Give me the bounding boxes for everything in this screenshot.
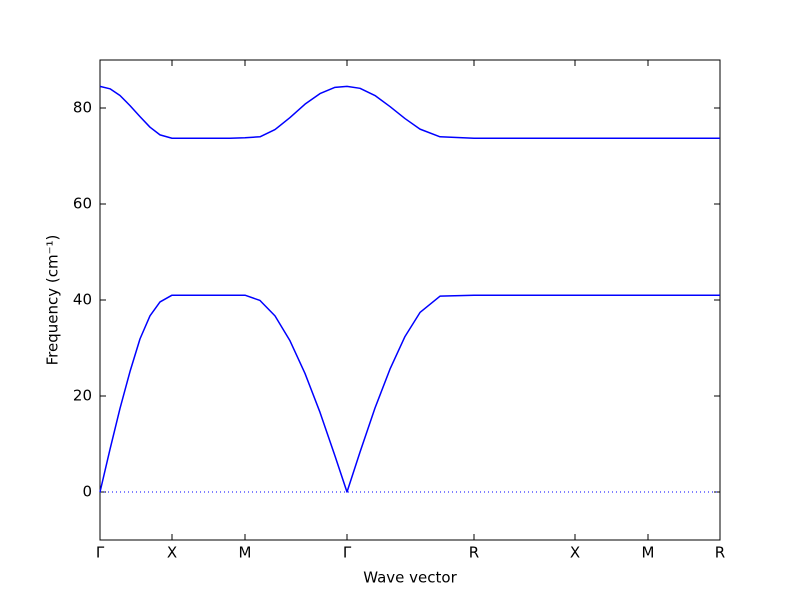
x-tick-label: X — [570, 544, 580, 562]
y-tick-label: 80 — [73, 99, 92, 117]
x-tick-label: Γ — [96, 544, 105, 562]
x-tick-label: X — [167, 544, 177, 562]
plot-frame — [99, 59, 721, 541]
band-line — [99, 85, 720, 139]
x-axis-label: Wave vector — [363, 569, 457, 587]
x-tick-label: R — [715, 544, 725, 562]
band-line — [99, 294, 720, 493]
y-tick-label: 0 — [82, 483, 92, 501]
x-tick-label: M — [642, 544, 655, 562]
x-tick-label: R — [469, 544, 479, 562]
x-tick-label: Γ — [343, 544, 352, 562]
y-tick-label: 40 — [73, 291, 92, 309]
y-axis-label: Frequency (cm⁻¹) — [44, 235, 62, 366]
y-tick-label: 60 — [73, 195, 92, 213]
x-tick-label: M — [239, 544, 252, 562]
y-tick-label: 20 — [73, 387, 92, 405]
